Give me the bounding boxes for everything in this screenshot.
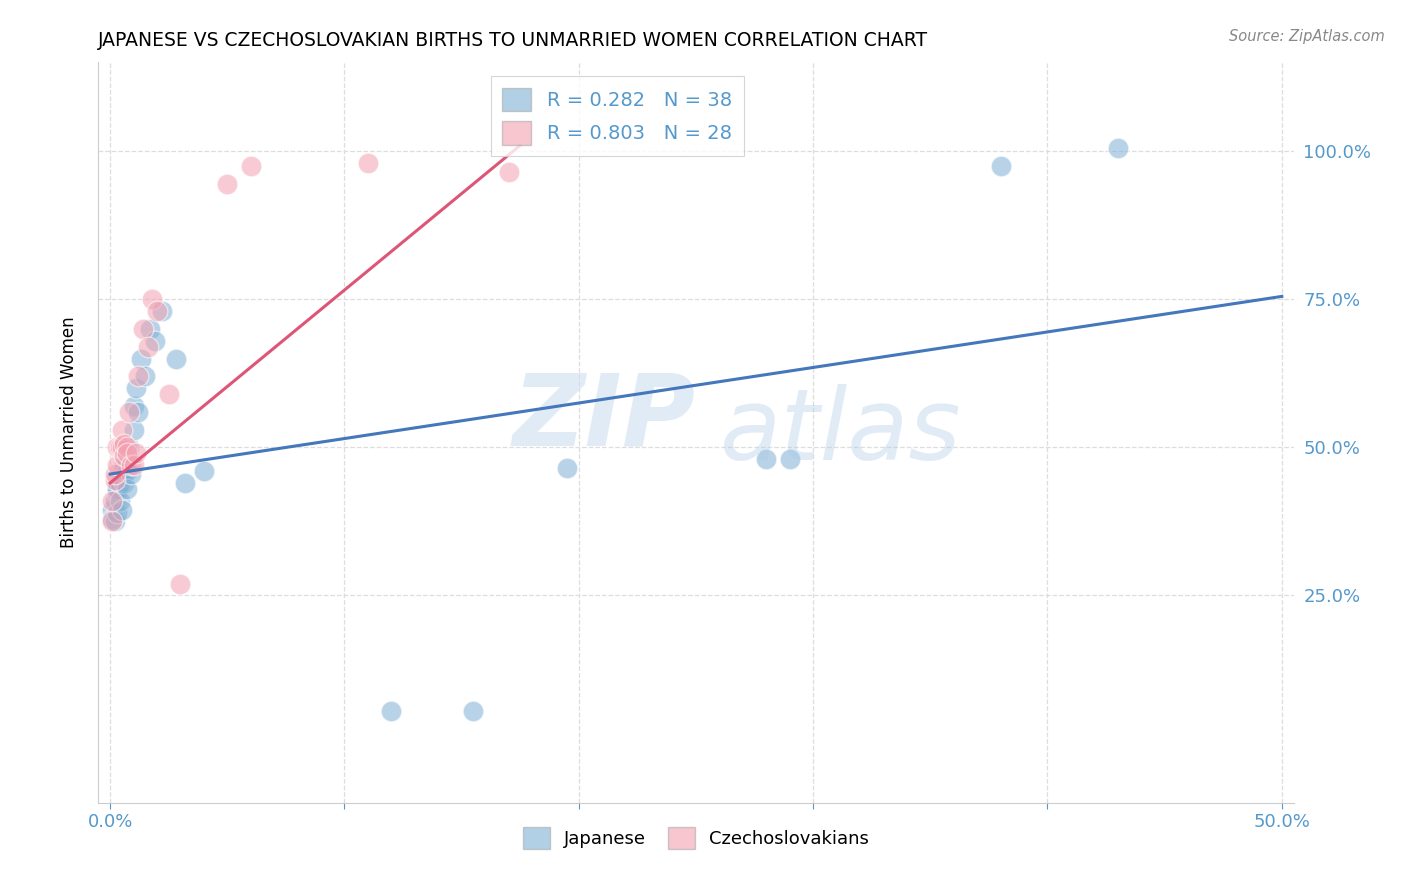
Point — [115, 464, 138, 478]
Text: ZIP: ZIP — [513, 369, 696, 467]
Y-axis label: Births to Unmarried Women: Births to Unmarried Women — [59, 317, 77, 549]
Point — [108, 493, 131, 508]
Point — [125, 381, 148, 395]
Point — [169, 576, 191, 591]
Point — [101, 493, 124, 508]
Point — [115, 482, 138, 496]
Point — [112, 437, 135, 451]
Point — [115, 441, 138, 455]
Point — [108, 475, 131, 490]
Point — [105, 441, 128, 455]
Point — [143, 334, 166, 348]
Point — [779, 452, 801, 467]
Point — [101, 511, 124, 525]
Point — [101, 515, 124, 529]
Point — [108, 441, 131, 455]
Text: atlas: atlas — [720, 384, 962, 481]
Point — [555, 461, 578, 475]
Point — [112, 475, 135, 490]
Point — [193, 464, 215, 478]
Text: JAPANESE VS CZECHOSLOVAKIAN BIRTHS TO UNMARRIED WOMEN CORRELATION CHART: JAPANESE VS CZECHOSLOVAKIAN BIRTHS TO UN… — [98, 30, 928, 50]
Point — [129, 351, 152, 366]
Point — [136, 340, 159, 354]
Point — [105, 506, 128, 520]
Point — [115, 446, 138, 460]
Point — [111, 464, 134, 478]
Point — [120, 467, 142, 481]
Point — [1107, 141, 1129, 155]
Point — [105, 482, 128, 496]
Point — [146, 304, 169, 318]
Point — [463, 704, 485, 718]
Legend: Japanese, Czechoslovakians: Japanese, Czechoslovakians — [516, 821, 876, 856]
Point — [105, 458, 128, 473]
Point — [111, 441, 134, 455]
Point — [141, 293, 163, 307]
Text: Source: ZipAtlas.com: Source: ZipAtlas.com — [1229, 29, 1385, 44]
Point — [239, 159, 262, 173]
Point — [217, 177, 239, 191]
Point — [105, 484, 128, 499]
Point — [357, 156, 380, 170]
Point — [111, 423, 134, 437]
Point — [139, 322, 162, 336]
Point — [112, 450, 135, 464]
Point — [115, 452, 138, 467]
Point — [127, 405, 149, 419]
Point — [104, 467, 127, 481]
Point — [122, 458, 145, 473]
Point — [104, 493, 127, 508]
Point — [104, 473, 127, 487]
Point — [150, 304, 173, 318]
Point — [132, 322, 155, 336]
Point — [125, 446, 148, 460]
Point — [165, 351, 187, 366]
Point — [122, 399, 145, 413]
Point — [112, 458, 135, 473]
Point — [380, 704, 402, 718]
Point — [111, 502, 134, 516]
Point — [498, 165, 520, 179]
Point — [157, 387, 180, 401]
Point — [111, 470, 134, 484]
Point — [118, 405, 141, 419]
Point — [134, 369, 156, 384]
Point — [990, 159, 1012, 173]
Point — [104, 515, 127, 529]
Point — [755, 452, 778, 467]
Point — [122, 423, 145, 437]
Point — [127, 369, 149, 384]
Point — [118, 441, 141, 455]
Point — [174, 475, 197, 490]
Point — [101, 502, 124, 516]
Point — [120, 458, 142, 473]
